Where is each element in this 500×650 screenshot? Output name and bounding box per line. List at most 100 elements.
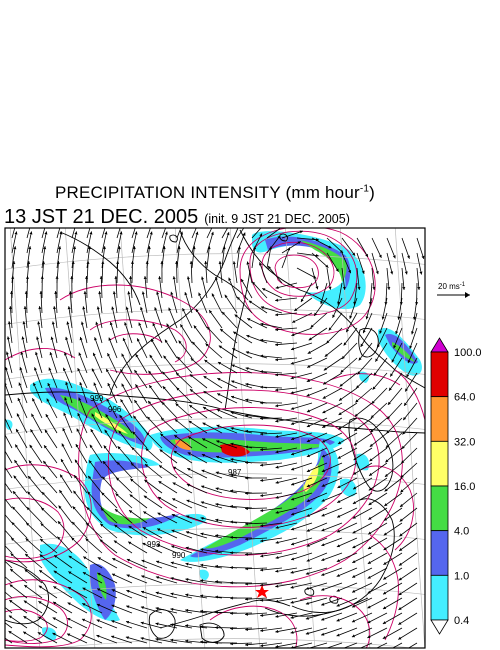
wind-arrow-shaft <box>260 627 283 632</box>
wind-arrow-shaft <box>398 612 418 626</box>
wind-arrow-shaft <box>173 434 193 449</box>
wind-arrow-head <box>320 301 324 305</box>
wind-arrow-shaft <box>33 382 43 404</box>
wind-arrow-shaft <box>152 322 163 344</box>
wind-arrow-head <box>105 414 109 418</box>
wind-arrow-head <box>367 546 372 550</box>
wind-arrow-shaft <box>94 337 103 359</box>
wind-arrow-shaft <box>398 297 403 320</box>
wind-arrow-shaft <box>290 342 313 350</box>
wind-arrow-head <box>322 395 326 399</box>
wind-arrow-head <box>260 322 264 326</box>
wind-arrow-shaft <box>75 443 88 464</box>
wind-arrow-shaft <box>126 589 148 599</box>
wind-arrow-head <box>200 516 204 520</box>
wind-arrow-shaft <box>232 348 253 359</box>
wind-arrow-head <box>67 602 71 606</box>
wind-arrow-shaft <box>386 267 390 290</box>
wind-arrow-shaft <box>203 375 223 389</box>
wind-arrow-shaft <box>386 417 403 434</box>
wind-arrow-shaft <box>382 597 403 610</box>
wind-arrow-head <box>245 552 248 556</box>
wind-arrow-head <box>275 285 279 289</box>
wind-arrow-shaft <box>172 466 193 479</box>
wind-arrow-head <box>399 533 403 537</box>
wind-arrow-head <box>215 595 218 599</box>
wind-arrow-head <box>326 340 330 344</box>
wind-arrow-head <box>391 359 395 363</box>
wind-arrow-shaft <box>172 482 193 494</box>
wind-arrow-shaft <box>219 261 223 284</box>
wind-arrow-head <box>306 558 310 562</box>
wind-arrow-shaft <box>230 642 253 645</box>
wind-arrow-shaft <box>47 382 58 404</box>
wind-arrow-shaft <box>337 462 358 474</box>
wind-arrow-head <box>103 445 107 449</box>
wind-arrow-head <box>315 286 319 290</box>
wind-arrow-head <box>230 581 233 585</box>
wind-arrow-shaft <box>245 367 268 374</box>
wind-arrow-shaft <box>267 265 283 284</box>
wind-arrow-head <box>148 370 152 374</box>
wind-arrow-shaft <box>146 432 163 449</box>
wind-arrow-shaft <box>71 228 76 239</box>
wind-arrow-head <box>275 298 279 302</box>
wind-arrow-shaft <box>134 369 148 389</box>
wind-arrow-head <box>290 585 294 589</box>
wind-arrow-shaft <box>76 428 88 449</box>
wind-arrow-shaft <box>163 355 178 374</box>
wind-arrow-shaft <box>116 260 119 284</box>
wind-arrow-shaft <box>275 567 298 573</box>
wind-arrow-head <box>82 587 86 591</box>
wind-arrow-head <box>417 286 421 290</box>
wind-arrow-head <box>52 632 56 636</box>
wind-arrow-shaft <box>144 276 148 299</box>
wind-arrow-head <box>399 547 403 551</box>
wind-arrow-head <box>54 555 58 559</box>
wind-arrow-head <box>368 502 372 505</box>
wind-arrow-head <box>306 514 310 517</box>
wind-arrow-head <box>245 537 248 541</box>
wind-arrow-head <box>328 245 332 249</box>
wind-arrow-shaft <box>399 492 418 508</box>
wind-arrow-shaft <box>100 276 103 299</box>
wind-arrow-shaft <box>230 395 253 404</box>
wind-arrow-shaft <box>275 357 298 361</box>
wind-arrow-shaft <box>398 627 418 640</box>
wind-arrow-head <box>275 569 279 573</box>
wind-arrow-shaft <box>367 627 388 639</box>
wind-arrow-shaft <box>73 490 88 509</box>
wind-arrow-head <box>96 603 101 607</box>
wind-arrow-shaft <box>78 397 88 419</box>
wind-arrow-shaft <box>26 506 43 524</box>
wind-arrow-head <box>307 364 311 368</box>
wind-arrow-shaft <box>110 635 133 644</box>
wind-arrow-head <box>245 398 249 402</box>
wind-arrow-head <box>36 336 40 340</box>
wind-arrow-shaft <box>53 570 73 584</box>
wind-arrow-head <box>337 470 341 474</box>
wind-arrow-head <box>58 505 62 509</box>
wind-arrow-shaft <box>400 447 418 464</box>
wind-arrow-head <box>28 475 32 480</box>
wind-arrow-shaft <box>187 276 193 299</box>
wind-arrow-shaft <box>275 522 298 529</box>
wind-arrow-shaft <box>5 366 13 389</box>
wind-arrow-shaft <box>400 462 418 479</box>
wind-arrow-shaft <box>232 331 253 344</box>
wind-arrow-shaft <box>5 482 13 494</box>
wind-arrow-shaft <box>395 312 403 335</box>
wind-arrow-shaft <box>313 297 328 317</box>
wind-arrow-head <box>17 397 21 402</box>
wind-arrow-head <box>98 291 102 295</box>
wind-arrow-shaft <box>170 592 193 599</box>
wind-arrow-shaft <box>60 458 73 479</box>
wind-arrow-head <box>44 429 48 433</box>
wind-arrow-head <box>237 296 241 300</box>
wind-arrow-shaft <box>231 364 253 374</box>
wind-arrow-head <box>215 518 219 522</box>
wind-arrow-head <box>195 231 199 235</box>
wind-arrow-shaft <box>341 252 352 274</box>
wind-arrow-head <box>23 631 27 635</box>
